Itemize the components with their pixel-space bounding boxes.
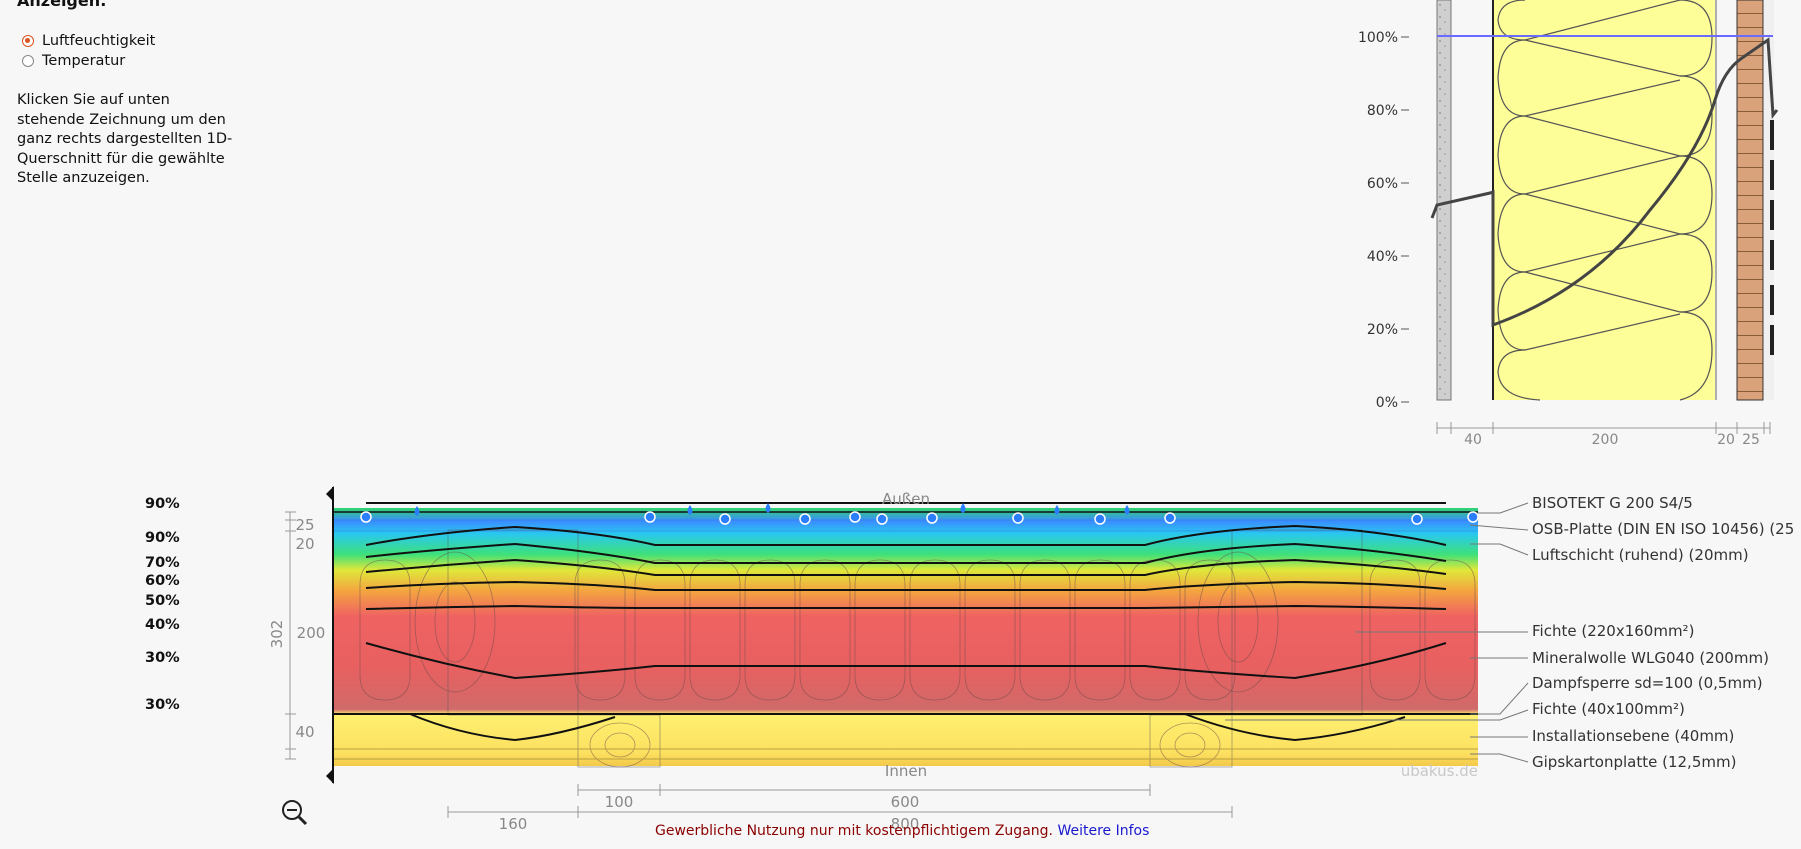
humidity-profile-chart[interactable]: 100% 80% 60% 40% 20% 0% 40 200 20 25: [1340, 0, 1801, 450]
profile-tick-100: 100%: [1358, 30, 1398, 46]
dim-25: 25: [295, 516, 314, 534]
radio-humidity-indicator[interactable]: [22, 35, 34, 47]
radio-humidity-label: Luftfeuchtigkeit: [42, 33, 156, 49]
profile-insulation: [1494, 0, 1715, 400]
profile-battens: [1770, 120, 1774, 355]
humidity-label: 30%: [145, 697, 180, 713]
radio-humidity[interactable]: Luftfeuchtigkeit: [22, 33, 155, 49]
dim-600: 600: [891, 793, 920, 811]
radio-temperature[interactable]: Temperatur: [22, 53, 125, 69]
profile-dim-40: 40: [1464, 432, 1482, 448]
profile-tick-80: 80%: [1367, 103, 1398, 119]
layer-label: Luftschicht (ruhend) (20mm): [1532, 546, 1749, 564]
profile-plaster-layer: [1436, 0, 1452, 401]
condensation-markers: [360, 503, 1479, 525]
radio-temperature-indicator[interactable]: [22, 55, 34, 67]
profile-tick-0: 0%: [1376, 395, 1398, 411]
layer-label: BISOTEKT G 200 S4/5: [1532, 494, 1693, 512]
profile-wood-layer: [1736, 0, 1764, 401]
license-notice: Gewerbliche Nutzung nur mit kostenpflich…: [655, 823, 1149, 839]
humidity-label: 90%: [145, 530, 180, 546]
watermark: ubakus.de: [1401, 762, 1478, 780]
layer-label: OSB-Platte (DIN EN ISO 10456) (25: [1532, 520, 1795, 538]
humidity-label: 40%: [145, 617, 180, 633]
layer-label: Fichte (220x160mm²): [1532, 622, 1695, 640]
display-heading: Anzeigen:: [17, 0, 107, 10]
humidity-label: 30%: [145, 650, 180, 666]
profile-dim-200: 200: [1592, 432, 1619, 448]
dim-40: 40: [295, 723, 314, 741]
layer-label: Gipskartonplatte (12,5mm): [1532, 753, 1737, 771]
profile-tick-40: 40%: [1367, 249, 1398, 265]
help-text: Klicken Sie auf unten stehende Zeichnung…: [17, 92, 233, 186]
humidity-label: 60%: [145, 573, 180, 589]
profile-dim-20: 20: [1717, 432, 1735, 448]
dim-160: 160: [499, 815, 528, 833]
profile-tick-20: 20%: [1367, 322, 1398, 338]
dim-20: 20: [295, 535, 314, 553]
outside-label: Außen: [882, 490, 930, 508]
layer-label: Fichte (40x100mm²): [1532, 700, 1685, 718]
layer-label: Installationsebene (40mm): [1532, 727, 1735, 745]
humidity-label: 90%: [145, 496, 180, 512]
dim-302: 302: [268, 620, 286, 649]
humidity-label: 50%: [145, 593, 180, 609]
zoom-out-icon[interactable]: [282, 800, 308, 826]
license-text: Gewerbliche Nutzung nur mit kostenpflich…: [655, 823, 1053, 839]
profile-dim-25: 25: [1742, 432, 1760, 448]
radio-temperature-label: Temperatur: [42, 53, 126, 69]
more-info-link[interactable]: Weitere Infos: [1057, 823, 1150, 839]
dim-200: 200: [297, 624, 326, 642]
inside-label: Innen: [885, 762, 927, 780]
dim-800: 800: [891, 815, 920, 833]
section-humidity-field: [334, 508, 1478, 766]
layer-label: Dampfsperre sd=100 (0,5mm): [1532, 674, 1763, 692]
layer-leaders: [1225, 502, 1529, 763]
humidity-label: 70%: [145, 555, 180, 571]
section-isolines: [365, 524, 1447, 742]
dim-100: 100: [605, 793, 634, 811]
profile-insulation-pattern: [1497, 0, 1713, 401]
layer-label: Mineralwolle WLG040 (200mm): [1532, 649, 1769, 667]
profile-humidity-curve: [1430, 37, 1779, 328]
profile-tick-60: 60%: [1367, 176, 1398, 192]
